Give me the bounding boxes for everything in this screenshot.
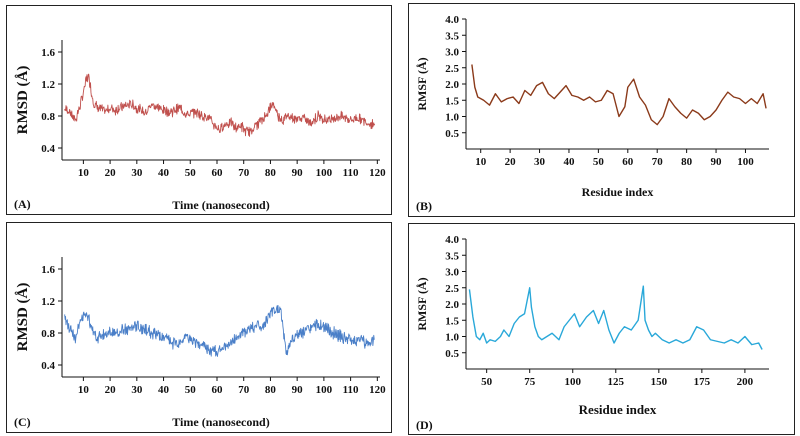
y-tick-label: 0.4 — [41, 143, 55, 155]
panel-d: 50 75 100 125 150 175 200 0.5 1.0 1.5 2.0 2.5 3.0 3.5… — [408, 223, 795, 435]
x-tick-label: 200 — [737, 376, 754, 388]
series-line — [471, 64, 767, 126]
x-tick-label: 90 — [711, 156, 723, 168]
x-tick-label: 10 — [78, 167, 90, 179]
x-tick-label: 150 — [651, 376, 668, 388]
x-tick-label: 40 — [563, 156, 575, 168]
y-tick-label: 2.0 — [445, 299, 459, 311]
y-tick-label: 4.0 — [445, 14, 459, 26]
y-tick-label: 0.5 — [445, 348, 459, 360]
x-tick-label: 175 — [694, 376, 711, 388]
x-axis-label: Time (nanosecond) — [172, 198, 269, 212]
x-tick-label: 50 — [185, 167, 197, 179]
x-tick-label: 125 — [608, 376, 625, 388]
x-axis-label: Residue index — [579, 402, 657, 417]
x-tick-label: 100 — [564, 376, 581, 388]
y-tick-label: 2.5 — [445, 283, 459, 295]
y-tick-label: 1.2 — [41, 296, 55, 308]
x-tick-label: 90 — [292, 384, 304, 396]
y-tick-label: 3.5 — [445, 250, 459, 262]
x-tick-label: 110 — [343, 167, 359, 179]
x-tick-label: 70 — [238, 167, 250, 179]
y-tick-label: 1.5 — [445, 95, 459, 107]
x-tick-label: 50 — [185, 384, 197, 396]
y-tick-label: 3.0 — [445, 47, 459, 59]
panel-label: (D) — [416, 418, 433, 432]
x-tick-label: 40 — [158, 167, 170, 179]
x-tick-label: 90 — [292, 167, 304, 179]
y-tick-label: 0.8 — [41, 111, 55, 123]
y-axis-label: RMSD (Å) — [15, 66, 31, 135]
y-tick-label: 3.0 — [445, 267, 459, 279]
series-line — [468, 285, 763, 350]
x-axis-label: Residue index — [582, 185, 654, 199]
y-tick-label: 0.5 — [445, 128, 459, 140]
y-axis-label: RMSD (Å) — [15, 283, 31, 352]
panel-c: 10 20 30 40 50 60 70 80 90 100 110 120 0.4 0.8 1.2 1.6 T… — [6, 222, 392, 433]
x-tick-label: 70 — [238, 384, 250, 396]
y-tick-label: 0.8 — [41, 328, 55, 340]
x-tick-label: 20 — [105, 167, 117, 179]
panel-label: (C) — [14, 415, 31, 429]
x-tick-label: 100 — [737, 156, 754, 168]
y-tick-label: 0.4 — [41, 360, 55, 372]
y-tick-label: 1.6 — [41, 47, 55, 59]
x-tick-label: 60 — [622, 156, 634, 168]
y-tick-label: 1.5 — [445, 315, 459, 327]
x-tick-label: 20 — [105, 384, 117, 396]
x-tick-label: 110 — [343, 384, 359, 396]
x-tick-label: 30 — [534, 156, 546, 168]
y-axis-label: RMSF (Å) — [415, 277, 429, 330]
x-tick-label: 120 — [369, 384, 386, 396]
panel-label: (A) — [14, 197, 31, 211]
x-axis-label: Time (nanosecond) — [172, 415, 269, 429]
y-tick-label: 1.6 — [41, 264, 55, 276]
x-tick-label: 50 — [593, 156, 605, 168]
x-tick-label: 20 — [505, 156, 517, 168]
y-tick-label: 4.0 — [445, 234, 459, 246]
x-tick-label: 80 — [681, 156, 693, 168]
chart-c: 10 20 30 40 50 60 70 80 90 100 110 120 0.4 0.8 1.2 1.6 T… — [14, 257, 386, 429]
series-line — [64, 73, 376, 137]
x-tick-label: 80 — [265, 384, 277, 396]
x-tick-label: 120 — [369, 167, 386, 179]
chart-b: 10 20 30 40 50 60 70 80 90 100 0.5 1.0 1.5 2.0 2.5 3.0 3… — [415, 14, 769, 213]
chart-d: 50 75 100 125 150 175 200 0.5 1.0 1.5 2.0 2.5 3.0 3.5… — [415, 234, 769, 432]
y-tick-label: 1.0 — [445, 112, 459, 124]
x-tick-label: 60 — [211, 167, 223, 179]
panel-a: 10 20 30 40 50 60 70 80 90 100 110 120 0.4 0.8 1.2 1.6 T… — [6, 5, 392, 215]
y-tick-label: 1.2 — [41, 79, 55, 91]
y-tick-label: 2.0 — [445, 79, 459, 91]
y-axis-label: RMSF (Å) — [415, 57, 429, 110]
x-tick-label: 70 — [652, 156, 664, 168]
x-tick-label: 30 — [131, 167, 143, 179]
panel-label: (B) — [416, 199, 432, 213]
x-tick-label: 75 — [524, 376, 536, 388]
x-tick-label: 10 — [475, 156, 487, 168]
y-tick-label: 3.5 — [445, 30, 459, 42]
x-tick-label: 80 — [265, 167, 277, 179]
y-tick-label: 2.5 — [445, 63, 459, 75]
x-tick-label: 50 — [481, 376, 493, 388]
y-tick-label: 1.0 — [445, 332, 459, 344]
x-tick-label: 100 — [316, 167, 333, 179]
x-tick-label: 10 — [78, 384, 90, 396]
chart-a: 10 20 30 40 50 60 70 80 90 100 110 120 0.4 0.8 1.2 1.6 T… — [14, 40, 386, 212]
x-tick-label: 40 — [158, 384, 170, 396]
x-tick-label: 100 — [316, 384, 333, 396]
panel-b: 10 20 30 40 50 60 70 80 90 100 0.5 1.0 1.5 2.0 2.5 3.0 3… — [408, 3, 795, 217]
series-line — [64, 304, 375, 357]
x-tick-label: 60 — [211, 384, 223, 396]
x-tick-label: 30 — [131, 384, 143, 396]
